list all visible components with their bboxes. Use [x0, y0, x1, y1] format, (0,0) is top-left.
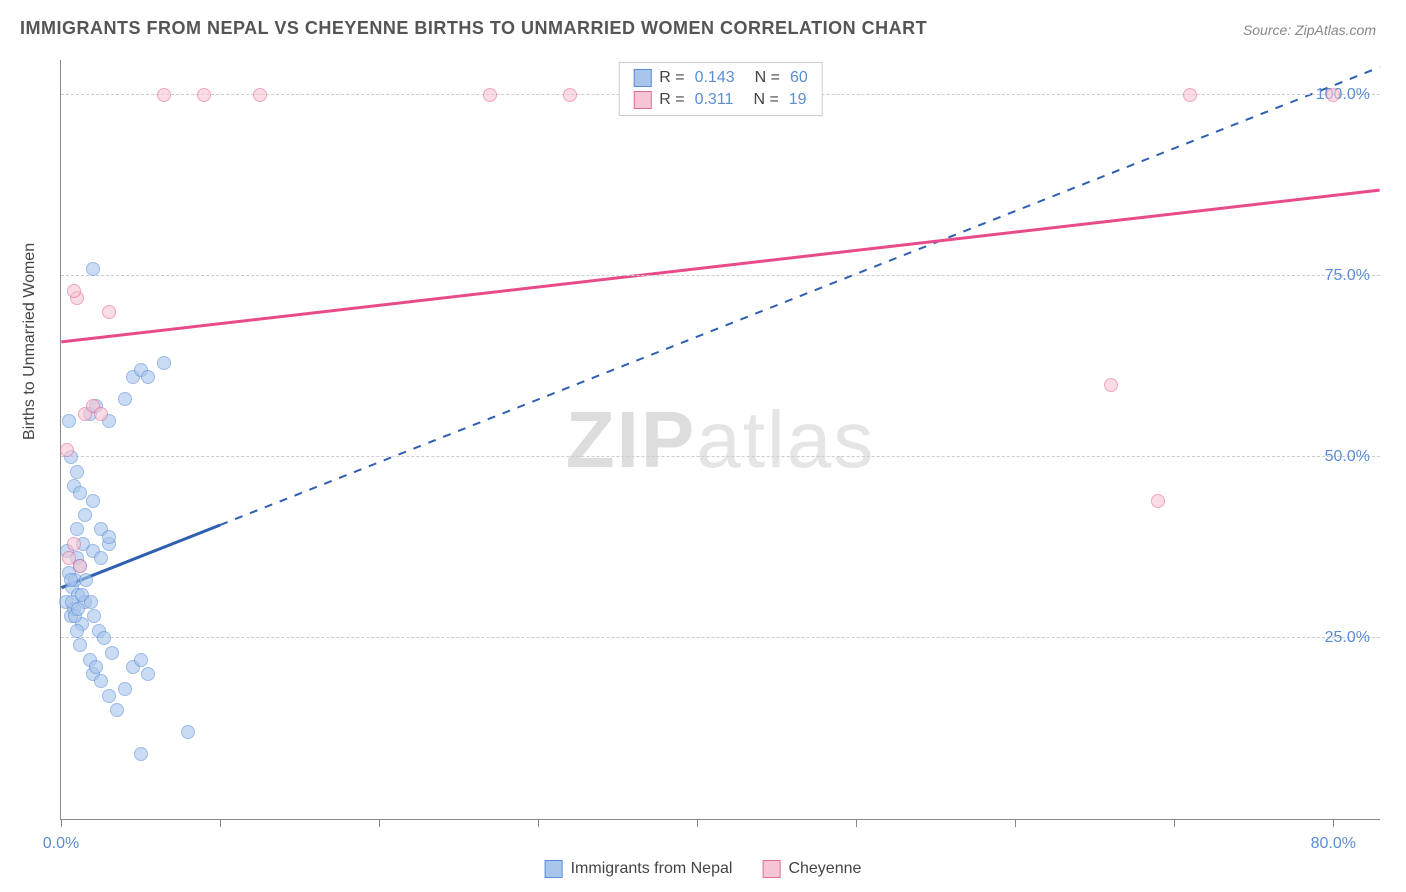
legend-n-label: N = — [753, 91, 778, 109]
scatter-point — [84, 595, 98, 609]
legend-r-value: 0.311 — [695, 91, 734, 109]
legend-n-value: 19 — [789, 91, 807, 109]
scatter-point — [1183, 88, 1197, 102]
x-tick — [379, 819, 380, 827]
scatter-point — [141, 667, 155, 681]
scatter-point — [181, 725, 195, 739]
scatter-point — [73, 559, 87, 573]
x-tick — [61, 819, 62, 827]
scatter-point — [71, 602, 85, 616]
legend-stats-box: R = 0.143 N = 60 R = 0.311 N = 19 — [618, 62, 823, 116]
x-tick — [1015, 819, 1016, 827]
scatter-point — [1326, 88, 1340, 102]
scatter-point — [102, 305, 116, 319]
x-tick — [856, 819, 857, 827]
legend-label: Cheyenne — [788, 860, 861, 878]
legend-swatch — [762, 860, 780, 878]
scatter-point — [102, 689, 116, 703]
trend-line-solid — [61, 190, 1379, 342]
scatter-point — [67, 284, 81, 298]
scatter-point — [105, 646, 119, 660]
legend-item: Immigrants from Nepal — [545, 860, 733, 878]
scatter-point — [70, 522, 84, 536]
legend-r-label: R = — [659, 91, 684, 109]
scatter-point — [89, 660, 103, 674]
x-tick-label: 80.0% — [1311, 835, 1356, 853]
scatter-point — [253, 88, 267, 102]
x-tick — [697, 819, 698, 827]
x-tick — [1174, 819, 1175, 827]
y-tick-label: 25.0% — [1315, 629, 1370, 647]
scatter-point — [87, 609, 101, 623]
scatter-point — [1151, 494, 1165, 508]
y-axis-label: Births to Unmarried Women — [21, 243, 39, 440]
scatter-point — [60, 443, 74, 457]
scatter-point — [73, 638, 87, 652]
gridline-h — [61, 637, 1380, 638]
x-tick — [538, 819, 539, 827]
scatter-point — [157, 356, 171, 370]
source-label: Source: ZipAtlas.com — [1243, 22, 1376, 38]
scatter-point — [78, 508, 92, 522]
scatter-point — [197, 88, 211, 102]
scatter-point — [94, 551, 108, 565]
scatter-point — [1104, 378, 1118, 392]
scatter-point — [79, 573, 93, 587]
scatter-point — [62, 414, 76, 428]
scatter-point — [134, 747, 148, 761]
scatter-point — [86, 494, 100, 508]
gridline-h — [61, 275, 1380, 276]
scatter-point — [73, 486, 87, 500]
scatter-point — [134, 653, 148, 667]
y-tick-label: 75.0% — [1315, 267, 1370, 285]
scatter-point — [118, 682, 132, 696]
legend-r-label: R = — [659, 69, 684, 87]
trend-lines-layer — [61, 60, 1380, 819]
scatter-point — [94, 674, 108, 688]
legend-label: Immigrants from Nepal — [571, 860, 733, 878]
scatter-point — [97, 631, 111, 645]
legend-item: Cheyenne — [762, 860, 861, 878]
scatter-point — [102, 530, 116, 544]
scatter-point — [94, 407, 108, 421]
scatter-point — [64, 573, 78, 587]
x-tick — [220, 819, 221, 827]
x-tick — [1333, 819, 1334, 827]
legend-bottom: Immigrants from Nepal Cheyenne — [545, 860, 862, 878]
legend-swatch — [633, 69, 651, 87]
gridline-h — [61, 456, 1380, 457]
scatter-point — [141, 370, 155, 384]
scatter-point — [157, 88, 171, 102]
chart-title: IMMIGRANTS FROM NEPAL VS CHEYENNE BIRTHS… — [20, 18, 927, 39]
scatter-point — [483, 88, 497, 102]
legend-stats-row: R = 0.143 N = 60 — [633, 69, 808, 87]
y-tick-label: 50.0% — [1315, 448, 1370, 466]
scatter-point — [110, 703, 124, 717]
scatter-point — [86, 262, 100, 276]
scatter-point — [118, 392, 132, 406]
legend-swatch — [545, 860, 563, 878]
scatter-point — [67, 537, 81, 551]
x-tick-label: 0.0% — [43, 835, 79, 853]
legend-swatch — [633, 91, 651, 109]
plot-area: ZIPatlas R =0.143N =60R =0.311N =19 25.0… — [60, 60, 1380, 820]
legend-stats-row: R = 0.311 N = 19 — [633, 91, 808, 109]
legend-n-label: N = — [755, 69, 780, 87]
legend-n-value: 60 — [790, 69, 808, 87]
legend-r-value: 0.143 — [695, 69, 735, 87]
scatter-point — [70, 465, 84, 479]
scatter-point — [563, 88, 577, 102]
scatter-point — [70, 624, 84, 638]
